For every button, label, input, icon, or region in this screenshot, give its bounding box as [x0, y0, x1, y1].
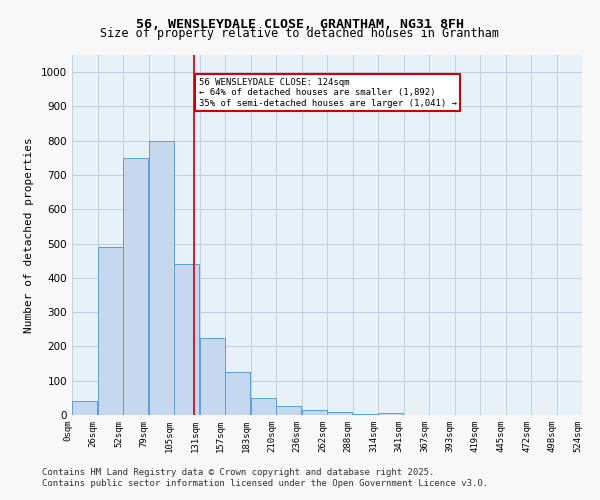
Text: 56, WENSLEYDALE CLOSE, GRANTHAM, NG31 8FH: 56, WENSLEYDALE CLOSE, GRANTHAM, NG31 8F…: [136, 18, 464, 30]
Bar: [327, 412, 352, 415]
Bar: [200, 338, 225, 415]
Bar: [251, 398, 276, 415]
Bar: [174, 264, 199, 415]
Bar: [98, 247, 123, 415]
Bar: [149, 140, 174, 415]
Bar: [123, 158, 148, 415]
Bar: [302, 410, 327, 415]
Text: Contains HM Land Registry data © Crown copyright and database right 2025.
Contai: Contains HM Land Registry data © Crown c…: [42, 468, 488, 487]
Y-axis label: Number of detached properties: Number of detached properties: [24, 137, 34, 333]
Bar: [353, 414, 378, 415]
Text: Size of property relative to detached houses in Grantham: Size of property relative to detached ho…: [101, 28, 499, 40]
Bar: [225, 372, 250, 415]
Bar: [72, 402, 97, 415]
Text: 56 WENSLEYDALE CLOSE: 124sqm
← 64% of detached houses are smaller (1,892)
35% of: 56 WENSLEYDALE CLOSE: 124sqm ← 64% of de…: [199, 78, 457, 108]
Bar: [276, 406, 301, 415]
Bar: [378, 414, 403, 415]
